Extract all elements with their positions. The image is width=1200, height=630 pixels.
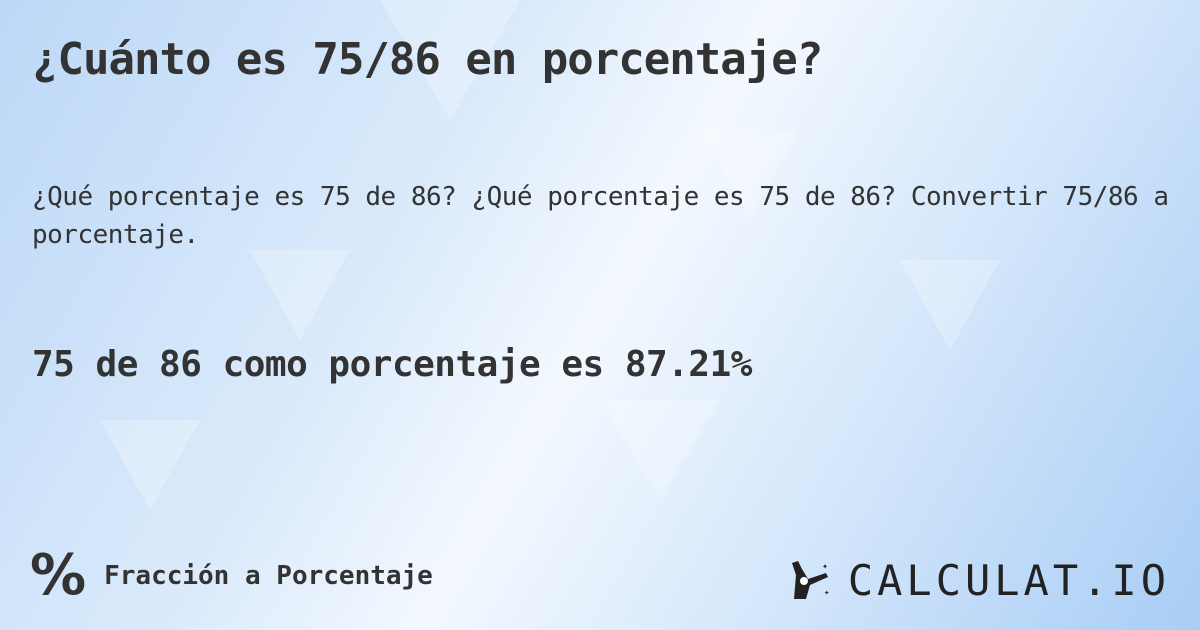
category-label: Fracción a Porcentaje [104, 561, 433, 591]
page-title: ¿Cuánto es 75/86 en porcentaje? [32, 34, 823, 85]
logo-text: CALCULAT.IO [847, 556, 1170, 605]
category-link[interactable]: % Fracción a Porcentaje [30, 548, 433, 604]
percent-icon: % [30, 543, 87, 608]
subtitle: ¿Qué porcentaje es 75 de 86? ¿Qué porcen… [32, 182, 1169, 250]
svg-text:✦: ✦ [824, 588, 830, 598]
magic-hand-icon: ✦ ✦ [791, 560, 830, 599]
answer-text: 75 de 86 como porcentaje es 87.21% [32, 344, 752, 385]
svg-text:✦: ✦ [822, 561, 828, 572]
logo[interactable]: ✦ ✦ CALCULAT.IO [788, 556, 1170, 605]
